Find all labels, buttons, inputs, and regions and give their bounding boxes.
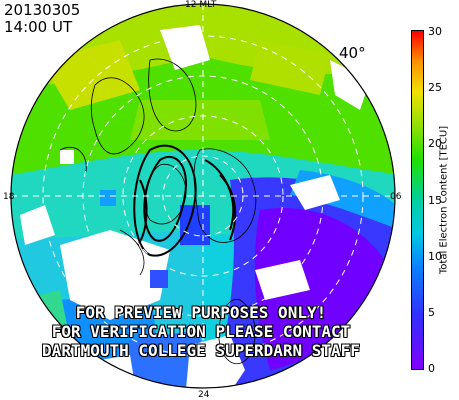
map-boundary <box>10 3 396 389</box>
colorbar-tick-0: 0 <box>428 362 435 375</box>
colorbar <box>411 30 424 370</box>
colorbar-tick-30: 30 <box>428 25 442 38</box>
colorbar-tick-5: 5 <box>428 305 435 319</box>
colorbar-tick-25: 25 <box>428 81 442 95</box>
convection-contours <box>133 144 237 257</box>
mlt-bottom-label: 24 <box>198 390 210 400</box>
colorbar-tick-20: 20 <box>428 137 442 151</box>
grid-lines <box>11 4 395 388</box>
colorbar-title: Total Electron Content [TECU] <box>438 125 450 275</box>
date-label: 20130305 <box>4 1 81 19</box>
colorbar-tick-15: 15 <box>428 193 442 207</box>
watermark-line-2: FOR VERIFICATION PLEASE CONTACT <box>51 322 351 341</box>
mlt-top-label: 12 MLT <box>185 0 217 10</box>
watermark-line-3: DARTMOUTH COLLEGE SUPERDARN STAFF <box>42 341 360 360</box>
latitude-label: 40° <box>339 44 366 62</box>
mlt-left-label: 18 <box>3 192 15 202</box>
mlt-right-label: 06 <box>390 192 402 202</box>
time-label: 14:00 UT <box>4 18 73 36</box>
watermark-line-1: FOR PREVIEW PURPOSES ONLY! <box>75 303 327 322</box>
colorbar-tick-10: 10 <box>428 249 442 263</box>
